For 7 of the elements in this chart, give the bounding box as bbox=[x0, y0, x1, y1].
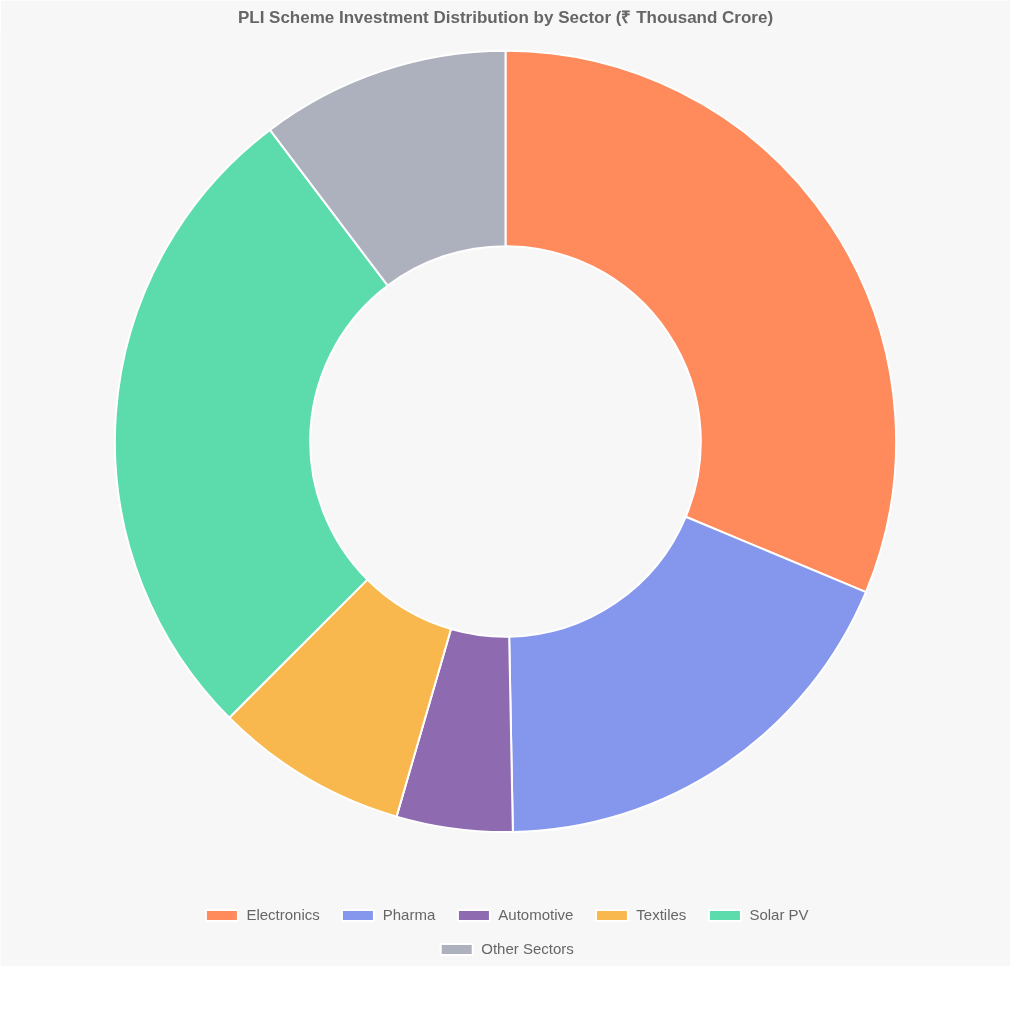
legend-label: Pharma bbox=[382, 906, 436, 923]
legend-label: Solar PV bbox=[749, 906, 809, 923]
legend-label: Textiles bbox=[636, 906, 687, 923]
chart-title: PLI Scheme Investment Distribution by Sector (₹ Thousand Crore) bbox=[237, 7, 774, 27]
legend-label: Automotive bbox=[498, 906, 574, 923]
legend-label: Electronics bbox=[246, 906, 320, 923]
legend-label: Other Sectors bbox=[481, 940, 574, 957]
